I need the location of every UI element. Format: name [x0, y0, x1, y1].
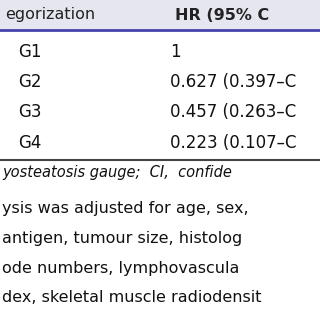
Text: G4: G4 [18, 134, 41, 152]
Text: egorization: egorization [5, 7, 95, 22]
Text: antigen, tumour size, histolog: antigen, tumour size, histolog [2, 230, 242, 245]
Bar [0, 0, 320, 30]
Text: ode numbers, lymphovascula: ode numbers, lymphovascula [2, 260, 239, 276]
Text: ysis was adjusted for age, sex,: ysis was adjusted for age, sex, [2, 201, 249, 215]
Text: G2: G2 [18, 73, 42, 91]
Text: G3: G3 [18, 103, 42, 121]
Text: G1: G1 [18, 43, 42, 61]
Text: 0.457 (0.263–C: 0.457 (0.263–C [170, 103, 296, 121]
Text: 0.627 (0.397–C: 0.627 (0.397–C [170, 73, 296, 91]
Text: HR (95% C: HR (95% C [175, 7, 269, 22]
Text: yosteatosis gauge;  CI,  confide: yosteatosis gauge; CI, confide [2, 164, 232, 180]
Text: dex, skeletal muscle radiodensit: dex, skeletal muscle radiodensit [2, 291, 261, 306]
Text: 0.223 (0.107–C: 0.223 (0.107–C [170, 134, 297, 152]
Text: 1: 1 [170, 43, 180, 61]
